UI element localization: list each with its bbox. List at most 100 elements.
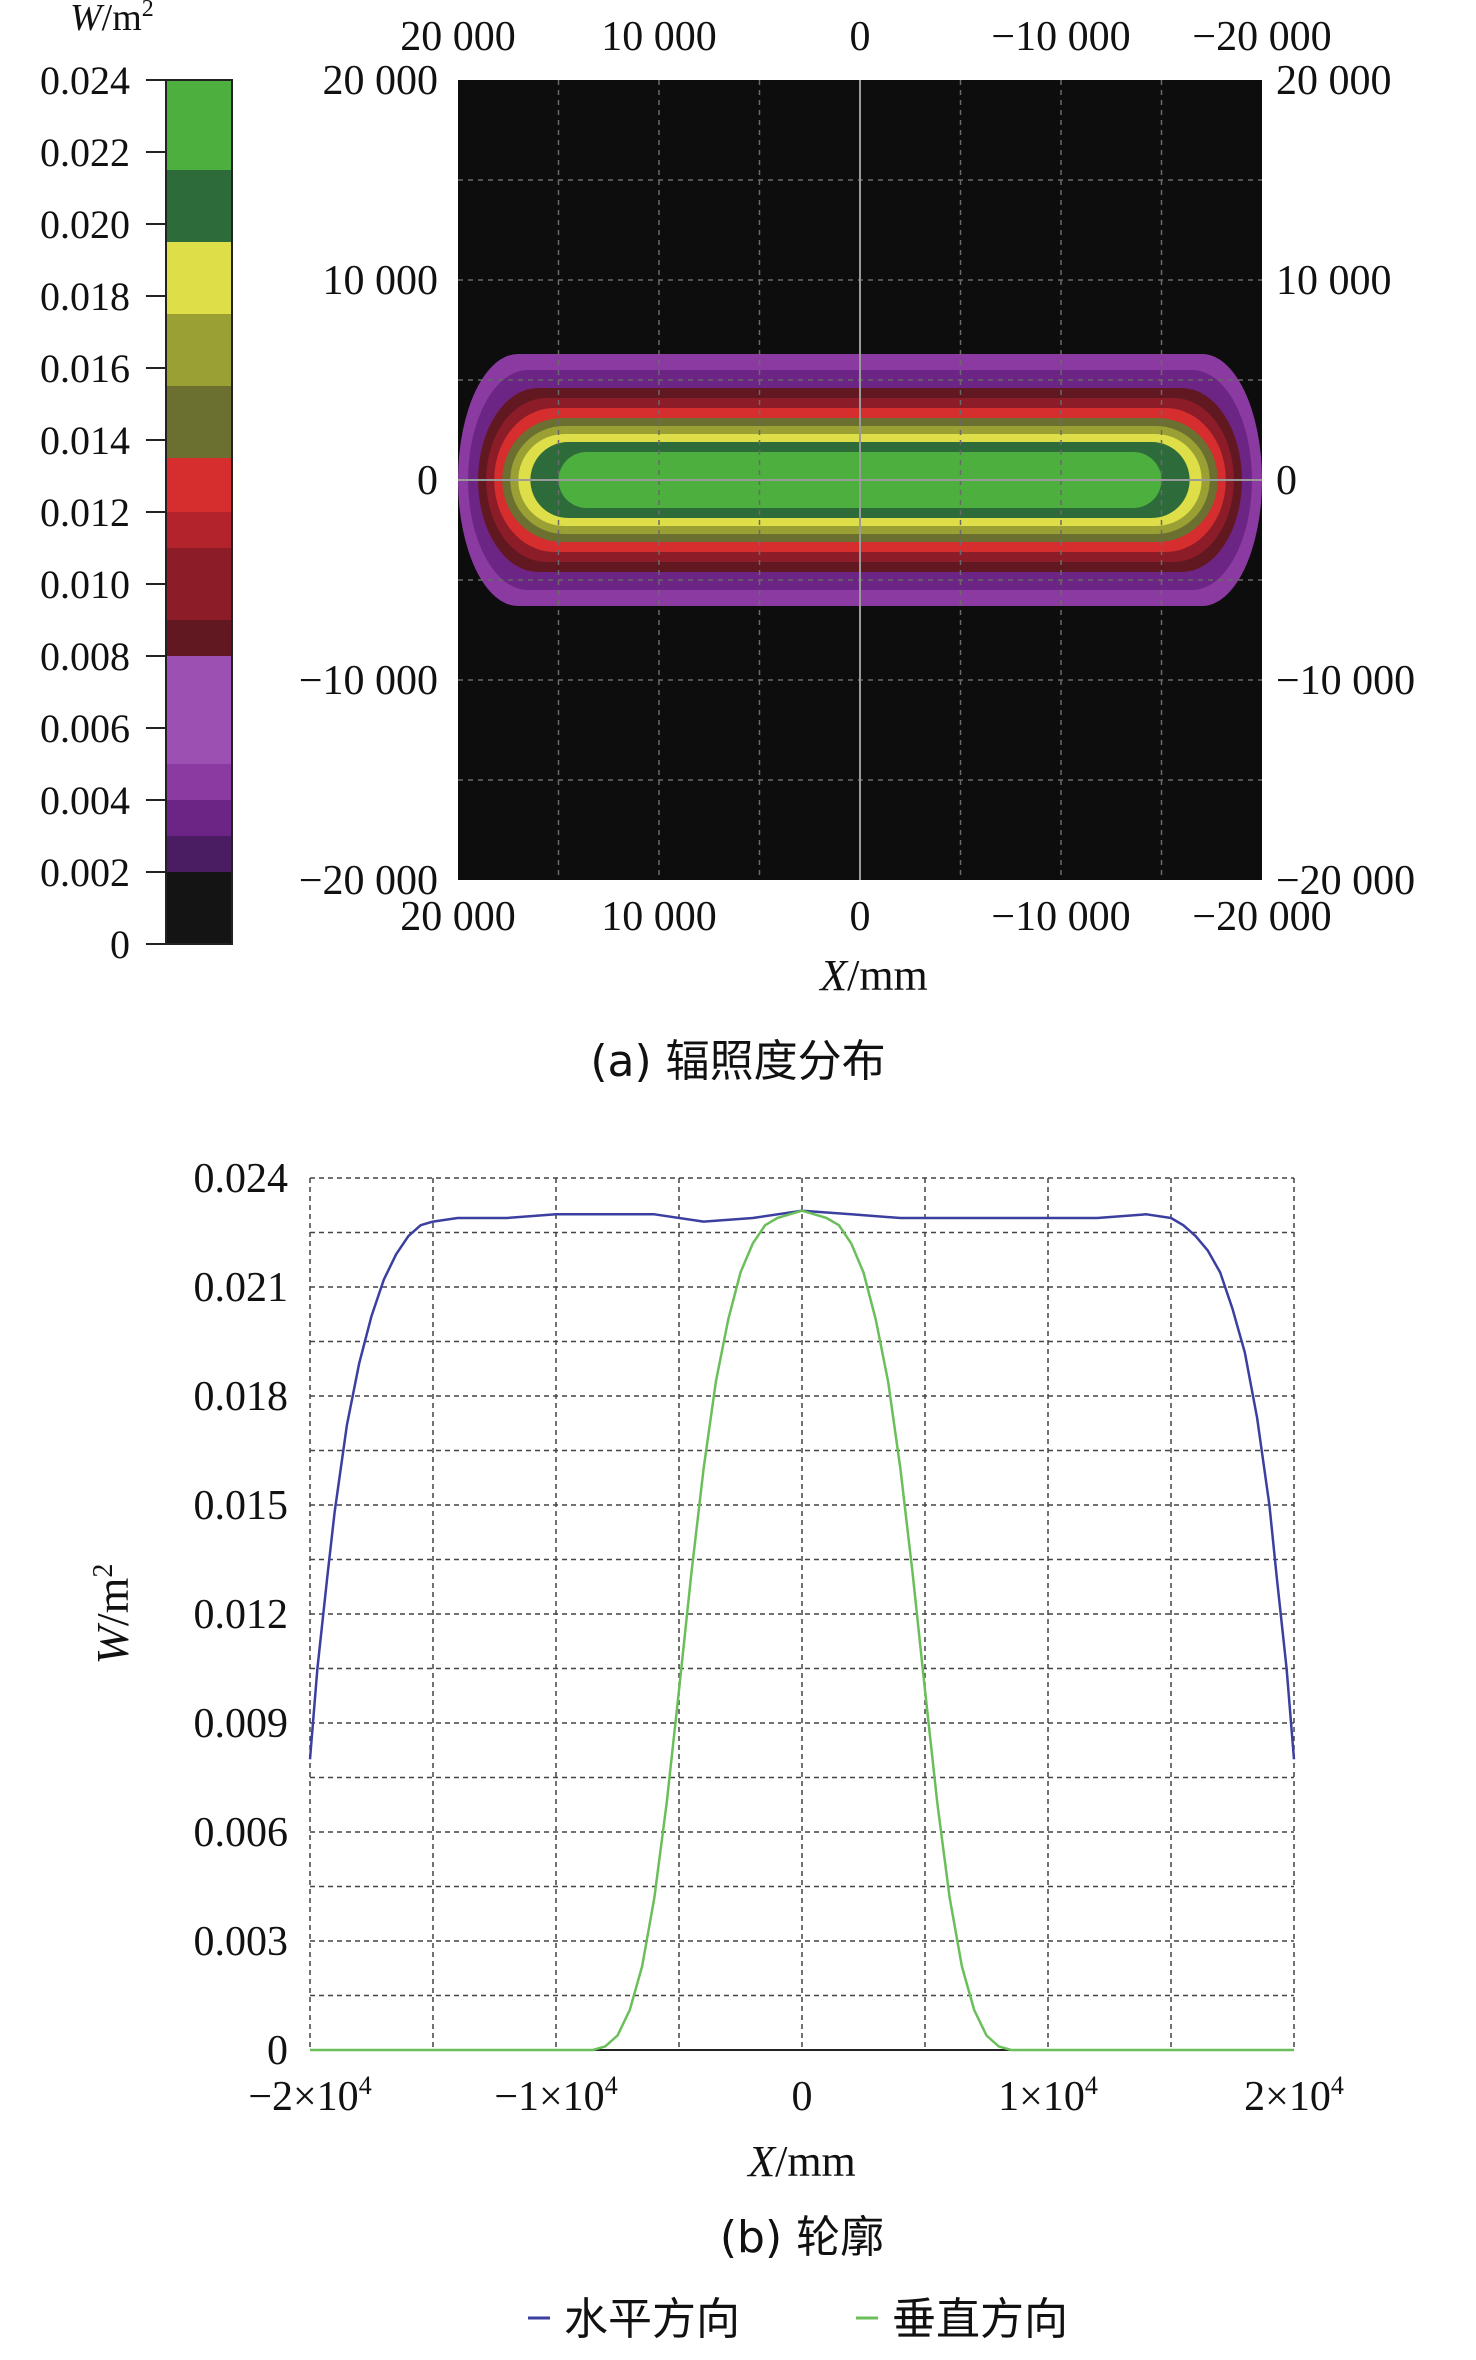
- heatmap-y-tick-right: 10 000: [1276, 258, 1392, 304]
- colorbar-swatch: [166, 170, 232, 242]
- line-y-tick-label: 0.006: [194, 1810, 289, 1856]
- heatmap-x-tick-top: 20 000: [400, 14, 516, 60]
- line-x-tick-label: 0: [792, 2074, 813, 2120]
- line-y-tick-label: 0.021: [194, 1265, 289, 1311]
- line-x-tick-base: 0: [792, 2074, 813, 2120]
- line-x-tick-label: 1×104: [998, 2071, 1098, 2120]
- colorbar-tick-label: 0.022: [40, 130, 130, 175]
- line-x-tick-sup: 4: [605, 2071, 618, 2100]
- heatmap-y-tick-left: 0: [417, 458, 438, 504]
- line-series: [308, 1209, 1296, 2052]
- heatmap-y-tick-right: 0: [1276, 458, 1297, 504]
- line-x-tick-label: −1×104: [494, 2071, 617, 2120]
- colorbar-tick-label: 0.008: [40, 634, 130, 679]
- heatmap-y-tick-right: 20 000: [1276, 58, 1392, 104]
- line-y-tick-label: 0.018: [194, 1374, 289, 1420]
- legend-label: 垂直方向: [892, 2294, 1068, 2345]
- line-chart: 0 0.003 0.006 0.009 0.012 0.015 0.018 0.021 0.02…: [87, 1156, 1344, 2345]
- colorbar-unit-italic: W: [70, 0, 105, 39]
- heatmap-y-tick-right: −10 000: [1276, 658, 1415, 704]
- heatmap-x-tick-bottom: −10 000: [991, 894, 1130, 940]
- line-xlabel: X/mm: [746, 2137, 856, 2186]
- colorbar-swatch: [166, 548, 232, 620]
- line-y-tick-label: 0.024: [194, 1156, 289, 1202]
- line-ylabel-italic: W: [87, 1622, 138, 1664]
- colorbar-unit-sup: 2: [142, 0, 154, 22]
- colorbar-swatch: [166, 80, 232, 170]
- colorbar: W/m2 0.024 0.022 0.020 0.018 0.016 0.014 0.012…: [40, 0, 233, 967]
- line-x-tick-base: 1×10: [998, 2074, 1085, 2120]
- colorbar-tick-label: 0.018: [40, 274, 130, 319]
- heatmap-xlabel-unit: /mm: [847, 951, 928, 1000]
- colorbar-ticks: 0.024 0.022 0.020 0.018 0.016 0.014 0.012 0.010…: [40, 58, 166, 967]
- colorbar-swatch: [166, 386, 232, 458]
- line-y-tick-label: 0: [267, 2028, 288, 2074]
- heatmap-x-tick-bottom: 20 000: [400, 894, 516, 940]
- colorbar-swatches: [165, 79, 233, 945]
- heatmap-x-tick-top: −20 000: [1192, 14, 1331, 60]
- colorbar-unit-rest: /m: [102, 0, 142, 39]
- colorbar-swatch: [166, 656, 232, 764]
- colorbar-tick-label: 0.010: [40, 562, 130, 607]
- colorbar-tick-label: 0.016: [40, 346, 130, 391]
- line-ylabel-sup: 2: [88, 1564, 119, 1578]
- line-tick-labels: 0 0.003 0.006 0.009 0.012 0.015 0.018 0.021 0.02…: [194, 1156, 1344, 2120]
- colorbar-unit: W/m2: [70, 0, 154, 39]
- line-xlabel-italic: X: [746, 2137, 777, 2186]
- heatmap-xlabel: X/mm: [818, 951, 928, 1000]
- heatmap-x-tick-bottom: 10 000: [601, 894, 717, 940]
- heatmap-y-tick-left: −20 000: [299, 858, 438, 904]
- line-legend: 水平方向 垂直方向: [528, 2294, 1068, 2345]
- colorbar-swatch: [166, 314, 232, 386]
- heatmap-x-tick-top: 0: [850, 14, 871, 60]
- colorbar-swatch: [166, 242, 232, 314]
- line-grid: [309, 1177, 1295, 2051]
- line-x-tick-sup: 4: [1085, 2071, 1098, 2100]
- colorbar-swatch: [166, 764, 232, 800]
- line-ylabel: W/m2: [87, 1564, 138, 1665]
- line-x-tick-sup: 4: [1331, 2071, 1344, 2100]
- line-x-tick-sup: 4: [359, 2071, 372, 2100]
- heatmap-x-tick-top: 10 000: [601, 14, 717, 60]
- colorbar-tick-label: 0.012: [40, 490, 130, 535]
- colorbar-tick-label: 0.024: [40, 58, 130, 103]
- line-y-tick-label: 0.009: [194, 1701, 289, 1747]
- colorbar-swatch: [166, 512, 232, 548]
- line-x-tick-label: 2×104: [1244, 2071, 1344, 2120]
- line-x-tick-base: −2×10: [248, 2074, 358, 2120]
- heatmap-y-tick-left: 10 000: [323, 258, 439, 304]
- colorbar-swatch: [166, 836, 232, 872]
- heatmap-y-tick-right: −20 000: [1276, 858, 1415, 904]
- colorbar-swatch: [166, 620, 232, 656]
- heatmap-x-tick-top: −10 000: [991, 14, 1130, 60]
- heatmap-xlabel-italic: X: [818, 951, 849, 1000]
- heatmap-y-tick-left: −10 000: [299, 658, 438, 704]
- heatmap-grid: [458, 80, 1262, 880]
- line-x-tick-base: −1×10: [494, 2074, 604, 2120]
- colorbar-tick-label: 0.020: [40, 202, 130, 247]
- colorbar-swatch: [166, 800, 232, 836]
- heatmap-caption: (a) 辐照度分布: [590, 1036, 885, 1087]
- colorbar-tick-label: 0.002: [40, 850, 130, 895]
- line-xlabel-unit: /mm: [775, 2137, 856, 2186]
- colorbar-tick-label: 0: [110, 922, 130, 967]
- line-y-tick-label: 0.015: [194, 1483, 289, 1529]
- series-line: [310, 1209, 1294, 2052]
- line-x-tick-label: −2×104: [248, 2071, 371, 2120]
- line-x-tick-base: 2×10: [1244, 2074, 1331, 2120]
- heatmap-x-tick-bottom: 0: [850, 894, 871, 940]
- heatmap-y-tick-left: 20 000: [323, 58, 439, 104]
- line-y-tick-label: 0.012: [194, 1592, 289, 1638]
- colorbar-tick-label: 0.014: [40, 418, 130, 463]
- heatmap-x-tick-bottom: −20 000: [1192, 894, 1331, 940]
- legend-label: 水平方向: [564, 2294, 740, 2345]
- colorbar-tick-label: 0.006: [40, 706, 130, 751]
- colorbar-tick-label: 0.004: [40, 778, 130, 823]
- line-y-tick-label: 0.003: [194, 1919, 289, 1965]
- colorbar-swatch: [166, 458, 232, 512]
- line-caption: (b) 轮廓: [720, 2212, 884, 2263]
- colorbar-swatch: [166, 872, 232, 944]
